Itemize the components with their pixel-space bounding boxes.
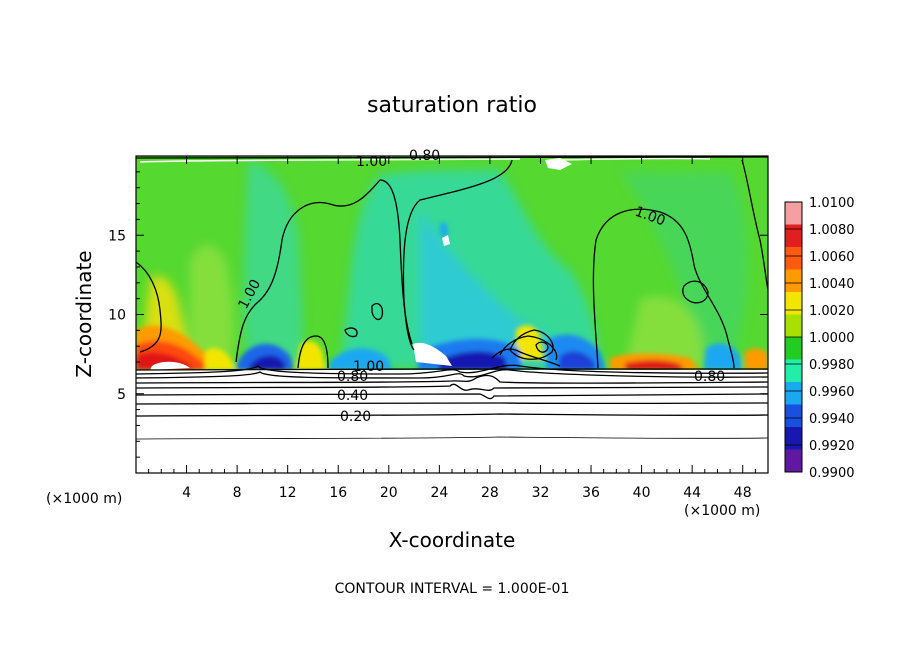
y-tick-label: 15 (108, 228, 126, 244)
contour-label: 0.80 (694, 369, 725, 385)
x-tick-label: 8 (233, 485, 242, 501)
colorbar-label: 0.9940 (809, 412, 855, 427)
colorbar-label: 1.0040 (809, 277, 855, 292)
colorbar-swatch (785, 404, 802, 428)
y-tick-label: 10 (108, 308, 126, 324)
colorbar-label: 0.9920 (809, 439, 855, 454)
y-tick-label: 5 (117, 387, 126, 403)
x-axis-label: X-coordinate (389, 528, 516, 552)
x-tick-label: 28 (481, 485, 499, 501)
x-tick-label: 44 (683, 485, 701, 501)
colorbar-label: 1.0000 (809, 331, 855, 346)
x-tick-label: 12 (279, 485, 297, 501)
saturation-field (136, 156, 768, 473)
colorbar-swatch (785, 337, 802, 360)
contour-label: 1.00 (353, 359, 384, 375)
colorbar-label: 0.9900 (809, 466, 855, 481)
x-tick-label: 40 (633, 485, 651, 501)
plot-area (136, 156, 768, 473)
colorbar-label: 1.0020 (809, 304, 855, 319)
contour-label: 0.20 (340, 409, 371, 425)
x-tick-label: 4 (182, 485, 191, 501)
contour-lines (136, 156, 768, 417)
colorbar: 1.0100 1.0080 1.0060 1.0040 1.0020 1.0000 0.99… (784, 196, 855, 481)
x-tick-label: 24 (430, 485, 448, 501)
colorbar-label: 1.0060 (809, 250, 855, 265)
colorbar-label: 1.0080 (809, 223, 855, 238)
colorbar-swatch (785, 269, 802, 293)
contour-interval-note: CONTOUR INTERVAL = 1.000E-01 (335, 581, 570, 597)
x-tick-label: 48 (734, 485, 752, 501)
colorbar-swatch (785, 382, 802, 405)
colorbar-swatch (785, 359, 802, 383)
y-axis-unit: (×1000 m) (684, 503, 760, 519)
contour-label: 0.40 (337, 388, 368, 404)
contour-label: 0.80 (337, 369, 368, 385)
colorbar-swatch (785, 292, 802, 315)
colorbar-swatch (785, 449, 802, 473)
x-tick-label: 20 (380, 485, 398, 501)
y-axis-label: Z-coordinate (72, 250, 96, 377)
colorbar-swatch (785, 427, 802, 450)
colorbar-swatch (785, 224, 802, 248)
chart-title: saturation ratio (367, 93, 537, 118)
x-tick-label: 32 (532, 485, 550, 501)
x-tick-label: 36 (582, 485, 600, 501)
colorbar-label: 1.0100 (809, 196, 855, 211)
colorbar-swatch (785, 247, 802, 270)
colorbar-label: 0.9980 (809, 358, 855, 373)
x-axis-unit: (×1000 m) (46, 491, 122, 507)
contour-label: 1.00 (356, 154, 387, 170)
x-tick-label: 16 (329, 485, 347, 501)
colorbar-swatch (785, 202, 802, 225)
colorbar-label: 0.9960 (809, 385, 855, 400)
colorbar-swatch (785, 314, 802, 338)
